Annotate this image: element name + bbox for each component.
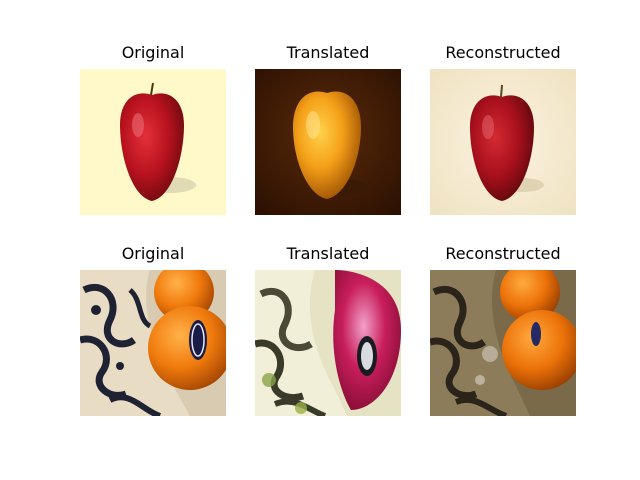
translated-apple-image bbox=[255, 270, 401, 416]
panel-title: Translated bbox=[286, 244, 370, 263]
panel-title: Reconstructed bbox=[445, 43, 561, 62]
panel-title: Original bbox=[121, 43, 185, 62]
panel-title: Translated bbox=[286, 43, 370, 62]
translated-orange-image bbox=[255, 69, 401, 215]
panel-title: Reconstructed bbox=[445, 244, 561, 263]
original-oranges-image bbox=[80, 270, 226, 416]
reconstructed-oranges-image bbox=[430, 270, 576, 416]
panel-title: Original bbox=[121, 244, 185, 263]
original-apple-image bbox=[80, 69, 226, 215]
reconstructed-apple-image bbox=[430, 69, 576, 215]
